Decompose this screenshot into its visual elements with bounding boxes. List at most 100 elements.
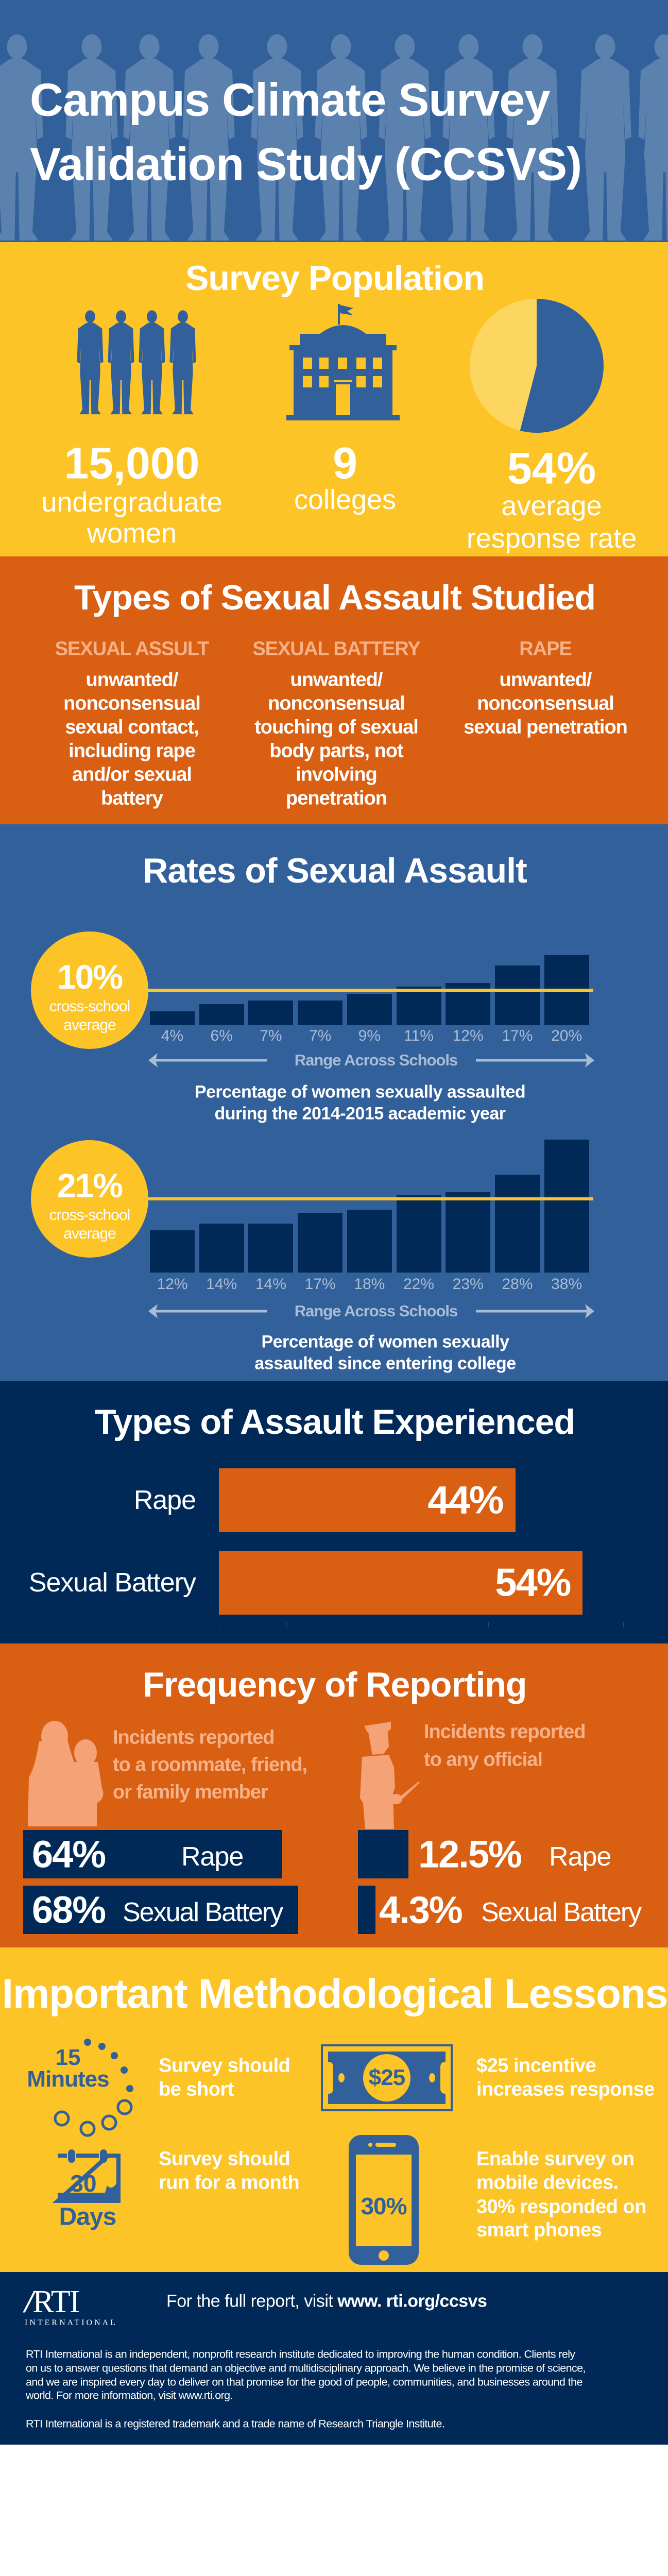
lesson-text: increases response	[476, 2078, 655, 2100]
women-silhouettes-icon	[0, 34, 668, 241]
about-text-line: on us to answer questions that demand an…	[26, 2362, 586, 2375]
rates-section: Rates of Sexual Assault 4% 6% 7% 7% 9% 11% 12%…	[0, 824, 668, 1381]
bar-label: 7%	[309, 1027, 332, 1044]
axis-tick	[623, 1622, 624, 1627]
dot	[98, 2043, 106, 2050]
silhouette-head	[81, 34, 102, 59]
column-text-line: including rape	[68, 740, 196, 762]
bar	[150, 1230, 195, 1273]
full-report-text: For the full report, visit www. rti.org/…	[166, 2292, 487, 2312]
bar	[347, 1209, 392, 1273]
silhouette-body	[65, 58, 118, 241]
bar	[358, 1830, 409, 1878]
bar-label: 38%	[551, 1276, 583, 1293]
arrow-right-head	[585, 1053, 594, 1067]
college-building-icon	[286, 304, 400, 420]
column-text-line: battery	[101, 787, 163, 809]
silhouette-head	[267, 34, 287, 59]
silhouette-head	[139, 34, 160, 59]
bar	[248, 1001, 294, 1025]
column-text-line: touching of sexual	[254, 716, 419, 738]
silhouette-body	[123, 58, 176, 241]
column-text-line: sexual contact,	[65, 716, 199, 738]
section-title: Types of Assault Experienced	[95, 1402, 575, 1442]
bar	[494, 965, 540, 1025]
full-report-link[interactable]: www. rti.org/ccsvs	[337, 2291, 487, 2311]
stat-value-response: 54%	[507, 444, 596, 494]
bar-label: 28%	[502, 1276, 533, 1293]
pie-slice	[520, 299, 604, 433]
stat-value-women: 15,000	[64, 438, 200, 488]
dot	[111, 2052, 118, 2059]
column-heading: SEXUAL ASSULT	[55, 638, 210, 660]
dot	[84, 2039, 91, 2046]
phone-percent: 30%	[361, 2193, 407, 2219]
bar-label: 17%	[502, 1027, 533, 1044]
bar	[298, 1001, 343, 1025]
bar	[199, 1223, 244, 1273]
value-label: 68%	[32, 1888, 106, 1931]
lesson-text: be short	[159, 2078, 234, 2100]
bar	[219, 1551, 583, 1615]
police-officer-icon	[360, 1722, 420, 1829]
bar-label: 4%	[161, 1027, 184, 1044]
average-label: cross-school	[49, 998, 130, 1015]
bar-category: Rape	[133, 1485, 196, 1515]
section-title: Survey Population	[185, 259, 485, 298]
stopwatch-dots-icon	[54, 2039, 133, 2137]
average-value: 10%	[57, 958, 123, 996]
silhouette-head	[458, 34, 479, 59]
lesson-text: $25 incentive	[476, 2055, 596, 2077]
friends-text: or family member	[113, 1781, 268, 1803]
silhouette-body	[315, 58, 367, 241]
bar	[219, 1468, 516, 1532]
bar-label: 7%	[260, 1027, 282, 1044]
silhouette-head	[654, 34, 668, 59]
response-rate-pie-icon	[470, 299, 604, 433]
column-text-line: unwanted/	[290, 669, 383, 691]
average-circle	[31, 931, 148, 1049]
lesson-text: Enable survey on	[476, 2148, 635, 2170]
calendar-icon	[52, 2149, 121, 2203]
column-text-line: penetration	[286, 787, 387, 809]
minutes-number: 15	[55, 2045, 81, 2070]
stat-label-response-1: average	[501, 490, 602, 521]
silhouette-head	[116, 310, 126, 323]
types-studied-section: Types of Sexual Assault Studied SEXUAL A…	[0, 556, 668, 824]
silhouette-head	[198, 34, 219, 59]
page-title-line-1: Campus Climate Survey	[30, 74, 550, 126]
bar-label: 14%	[255, 1276, 286, 1293]
bar	[396, 1195, 441, 1273]
silhouette-head	[147, 310, 157, 323]
category-label: Sexual Battery	[481, 1897, 642, 1927]
section-title: Frequency of Reporting	[143, 1665, 527, 1704]
bar-label: 11%	[404, 1027, 434, 1044]
bar-label: 12%	[157, 1276, 188, 1293]
lesson-text: run for a month	[159, 2172, 300, 2194]
dot	[79, 2121, 96, 2137]
column-text-line: sexual penetration	[464, 716, 628, 738]
friends-text: Incidents reported	[113, 1726, 275, 1749]
lessons-section: Important Methodological Lessons 15 Minu…	[0, 1947, 668, 2272]
silhouette-body	[579, 58, 631, 241]
assault-experienced-section: Types of Assault Experienced 44% Rape 54% S…	[0, 1381, 668, 1643]
silhouette-body	[0, 58, 43, 241]
bar-value: 54%	[495, 1561, 571, 1605]
column-text-line: nonconsensual	[268, 692, 405, 715]
bar	[199, 1004, 244, 1025]
bar-label: 12%	[452, 1027, 484, 1044]
dot	[101, 2114, 117, 2131]
column-text-line: unwanted/	[499, 669, 592, 691]
stat-value-colleges: 9	[333, 438, 357, 488]
bar-category: Sexual Battery	[28, 1568, 196, 1598]
chart-caption: assaulted since entering college	[254, 1353, 516, 1374]
about-text-line: RTI International is an independent, non…	[26, 2348, 575, 2361]
about-text-line: world. For more information, visit www.r…	[26, 2389, 233, 2402]
bar	[23, 1886, 299, 1934]
value-label: 64%	[32, 1833, 106, 1876]
chart-caption: Percentage of women sexually	[261, 1332, 509, 1352]
bar	[544, 1139, 589, 1273]
silhouette-body	[139, 322, 165, 415]
silhouette-body	[442, 58, 495, 241]
bar-value: 44%	[427, 1478, 504, 1522]
